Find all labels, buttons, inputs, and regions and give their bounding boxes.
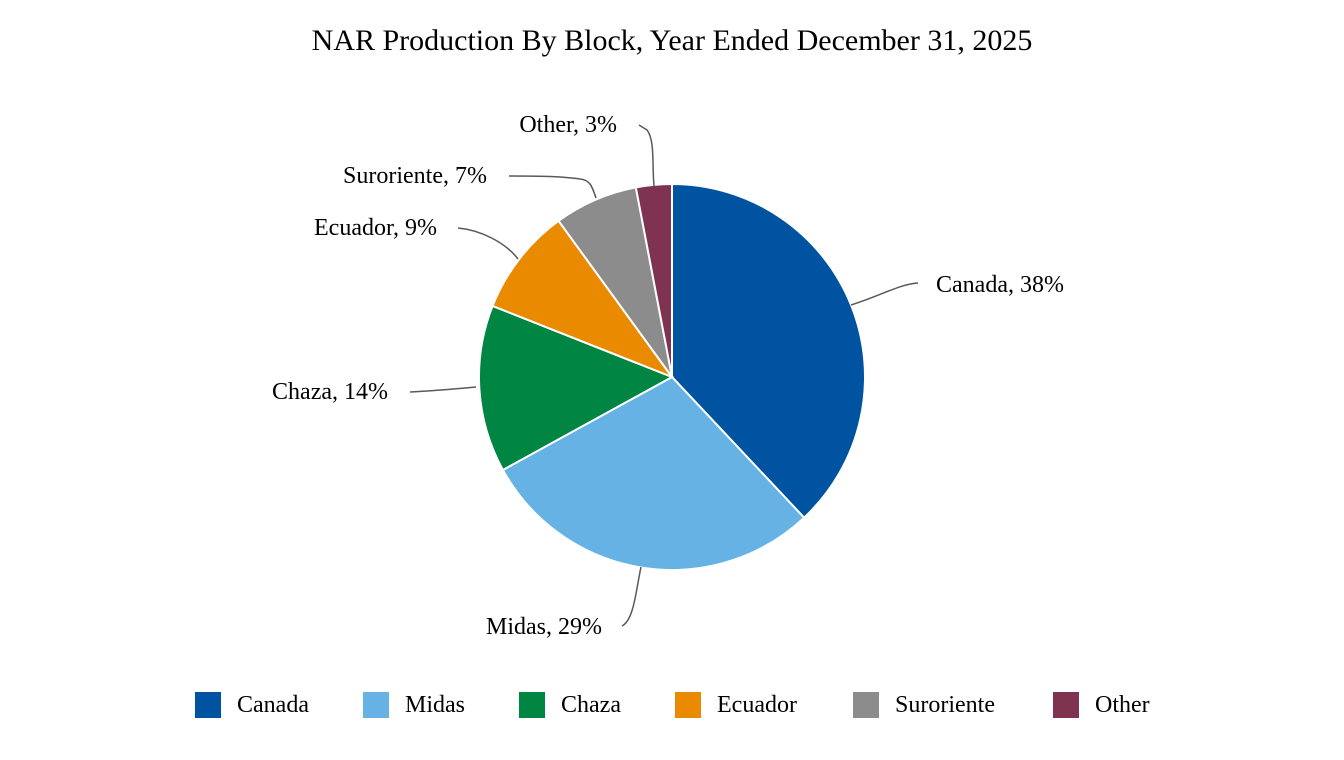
legend-label-other: Other [1095,691,1150,718]
data-label-midas: Midas, 29% [486,614,602,640]
leader-line-suroriente [508,175,597,199]
legend-swatch-suroriente [853,692,879,718]
chart-legend: Canada Midas Chaza Ecuador Suroriente Other [0,688,1344,722]
data-label-chaza: Chaza, 14% [272,379,388,405]
legend-label-ecuador: Ecuador [717,691,797,718]
pie-slice-ecuador [491,219,675,380]
leader-lines [409,124,919,627]
pie-slice-chaza [478,304,675,472]
legend-swatch-midas [363,692,389,718]
legend-label-canada: Canada [237,691,309,718]
legend-swatch-other [1053,692,1079,718]
leader-line-ecuador [457,227,519,260]
data-label-canada: Canada, 38% [936,272,1064,298]
leader-line-other [638,124,655,187]
pie-slice-canada [671,182,866,520]
data-label-suroriente: Suroriente, 7% [343,163,487,189]
chart-title: NAR Production By Block, Year Ended Dece… [311,24,1033,57]
leader-line-canada [850,282,919,306]
leader-line-midas [621,566,642,627]
legend-swatch-chaza [519,692,545,718]
pie-slice-midas [501,375,806,571]
legend-label-midas: Midas [405,691,465,718]
legend-swatch-canada [195,692,221,718]
legend-item-canada: Canada [195,688,309,722]
data-label-other: Other, 3% [519,112,617,138]
legend-item-suroriente: Suroriente [853,688,995,722]
data-label-ecuador: Ecuador, 9% [314,215,437,241]
legend-swatch-ecuador [675,692,701,718]
legend-item-ecuador: Ecuador [675,688,797,722]
data-labels: Canada, 38% Midas, 29% Chaza, 14% Ecuador, … [272,112,1064,640]
legend-label-chaza: Chaza [561,691,621,718]
legend-item-chaza: Chaza [519,688,621,722]
pie-slices [478,182,866,571]
legend-item-midas: Midas [363,688,465,722]
legend-item-other: Other [1053,688,1150,722]
leader-line-chaza [409,386,477,393]
legend-label-suroriente: Suroriente [895,691,995,718]
